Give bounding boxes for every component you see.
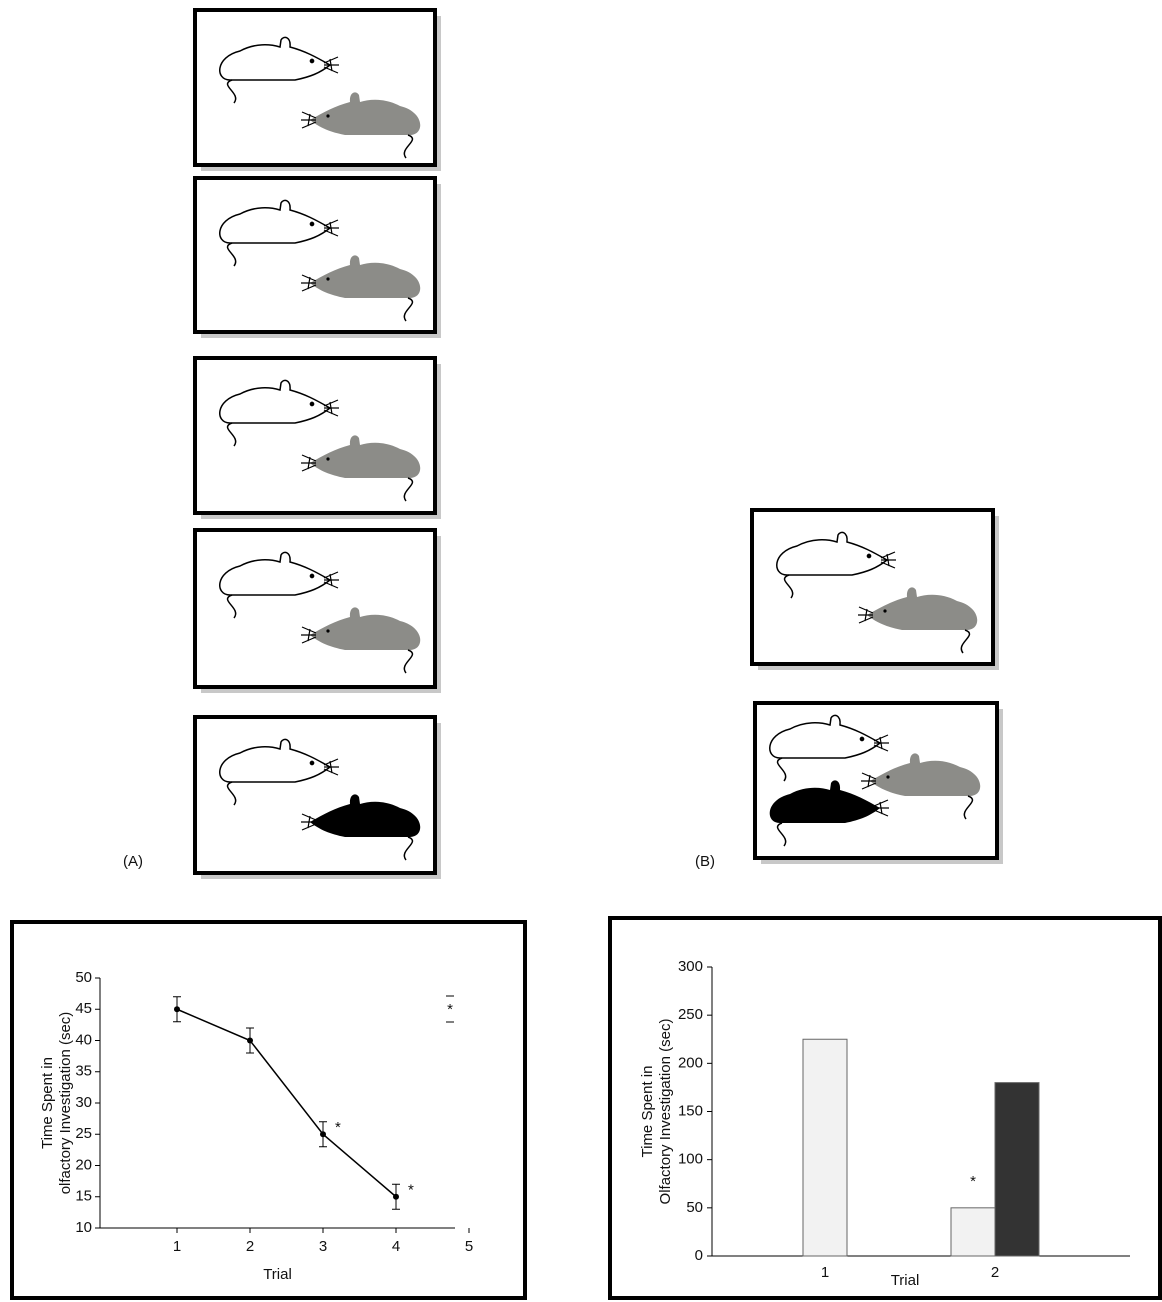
x-tick-label: 3 — [319, 1238, 327, 1255]
bar — [802, 1038, 848, 1257]
y-tick-label: 35 — [75, 1063, 92, 1080]
panel-label: (B) — [695, 853, 715, 870]
y-axis-label: Time Spent in — [39, 1057, 56, 1149]
y-tick-label: 20 — [75, 1156, 92, 1173]
y-tick-label: 300 — [678, 958, 703, 975]
data-point — [247, 1037, 253, 1044]
data-point — [393, 1193, 399, 1200]
significance-mark: * — [335, 1119, 341, 1136]
bar — [994, 1082, 1040, 1257]
y-tick-label: 150 — [678, 1102, 703, 1119]
data-line — [176, 1008, 397, 1198]
panel-a-diagrams — [193, 8, 441, 879]
y-tick-label: 40 — [75, 1031, 92, 1048]
y-tick-label: 50 — [75, 969, 92, 986]
x-tick-label: 2 — [246, 1238, 254, 1255]
x-axis-label: Trial — [891, 1272, 920, 1289]
y-axis-label: Olfactory Investigation (sec) — [657, 1019, 674, 1205]
significance-mark: * — [970, 1173, 976, 1190]
y-axis-label: Time Spent in — [639, 1066, 656, 1158]
x-tick-label: 4 — [392, 1238, 400, 1255]
bar — [950, 1207, 996, 1257]
y-tick-label: 250 — [678, 1006, 703, 1023]
panel-label: (A) — [123, 853, 143, 870]
key-label: * — [447, 1001, 453, 1018]
y-tick-label: 15 — [75, 1188, 92, 1205]
data-point — [320, 1131, 326, 1138]
x-tick-label: 1 — [173, 1238, 181, 1255]
chart-frame — [10, 920, 527, 1300]
y-tick-label: 45 — [75, 1000, 92, 1017]
chart-frame — [608, 916, 1162, 1300]
panel-b-diagrams — [750, 508, 1003, 864]
x-axis-label: Trial — [263, 1266, 292, 1283]
y-axis-label: olfactory Investigation (sec) — [57, 1012, 74, 1195]
y-tick-label: 100 — [678, 1151, 703, 1168]
y-tick-label: 30 — [75, 1094, 92, 1111]
x-tick-label: 5 — [465, 1238, 473, 1255]
x-tick-label: 1 — [821, 1264, 829, 1281]
y-tick-label: 200 — [678, 1054, 703, 1071]
key-bars — [446, 995, 454, 1023]
x-tick-label: 2 — [991, 1264, 999, 1281]
significance-mark: * — [408, 1182, 414, 1199]
y-tick-label: 0 — [695, 1247, 703, 1264]
y-tick-label: 10 — [75, 1219, 92, 1236]
y-tick-label: 50 — [686, 1199, 703, 1216]
data-point — [174, 1006, 180, 1013]
y-tick-label: 25 — [75, 1125, 92, 1142]
